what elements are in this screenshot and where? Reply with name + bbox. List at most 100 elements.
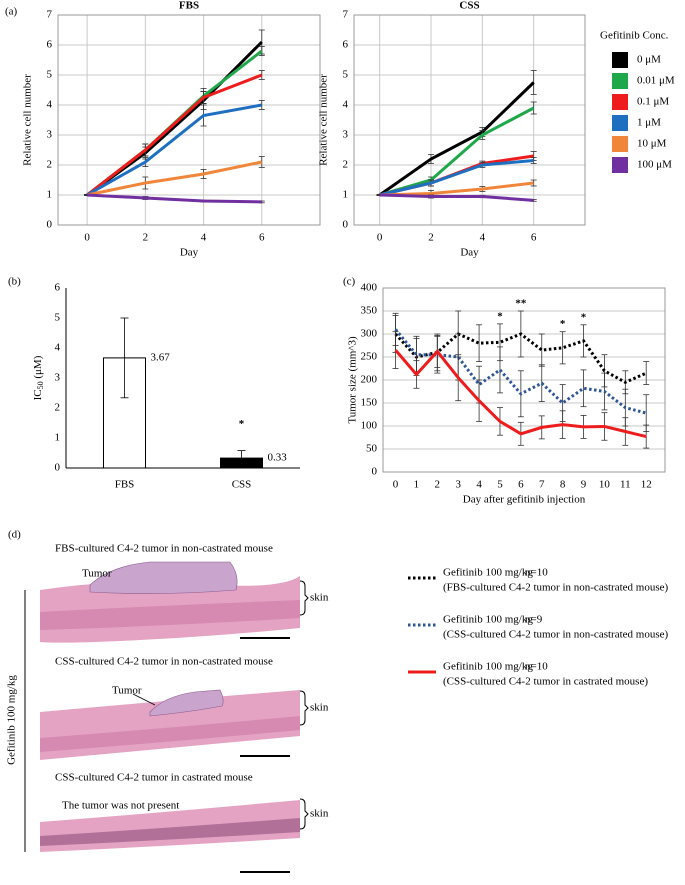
series-line (87, 193, 262, 204)
histology: Gefitinib 100 mg/kg FBS-cultured C4-2 tu… (6, 543, 329, 873)
series-line (86, 160, 263, 197)
legend-swatch (612, 52, 628, 68)
legend-description: (FBS-cultured C4-2 tumor in non-castrate… (443, 582, 668, 594)
significance-mark: * (560, 318, 566, 330)
y-tick-label: 1 (47, 189, 53, 201)
legend-entry: 0.01 μM (637, 75, 675, 87)
legend-entry: 0.1 μM (637, 96, 669, 108)
significance-mark: ** (515, 298, 527, 310)
chart-title: FBS (179, 0, 199, 12)
treatment-label: Gefitinib 100 mg/kg (6, 675, 18, 765)
y-tick-label: 0 (372, 466, 378, 478)
skin-bracket (299, 580, 309, 616)
x-axis-label: Day (460, 247, 479, 259)
x-tick-label: 9 (581, 479, 587, 491)
legend-entry: 1 μM (637, 117, 661, 129)
legend-entry: Gefitinib 100 mg/kg (443, 661, 533, 673)
y-tick-label: 4 (55, 342, 61, 354)
series-line (379, 193, 534, 202)
y-tick-label: 1 (55, 432, 61, 444)
error-bar (580, 369, 587, 408)
y-tick-label: 0 (55, 462, 61, 474)
x-tick-label: 2 (435, 479, 441, 491)
tumor-label: Tumor (82, 568, 112, 580)
x-tick-label: FBS (115, 479, 135, 491)
error-bar (120, 317, 129, 399)
section-title: FBS-cultured C4-2 tumor in non-castrated… (55, 543, 273, 555)
y-tick-label: 200 (361, 374, 378, 386)
y-tick-label: 0 (47, 219, 53, 231)
legend-swatch (612, 94, 628, 110)
x-tick-label: 5 (497, 479, 503, 491)
legend-entry: Gefitinib 100 mg/kg (443, 567, 533, 579)
legend-swatch (612, 157, 628, 173)
y-tick-label: 2 (47, 159, 53, 171)
value-label: 0.33 (268, 452, 288, 464)
y-label-part: (μM) (32, 355, 44, 381)
series-line (394, 328, 647, 415)
y-tick-label: 7 (343, 9, 349, 21)
y-tick-label: 7 (47, 9, 53, 21)
skin-bracket (299, 798, 309, 830)
error-bar (496, 346, 503, 394)
legend-entry: 100 μM (637, 159, 672, 171)
section-title: CSS-cultured C4-2 tumor in castrated mou… (55, 772, 253, 784)
y-tick-label: 4 (47, 99, 53, 111)
y-tick-label: 3 (47, 129, 53, 141)
y-tick-label: 6 (343, 39, 349, 51)
significance-mark: * (581, 311, 587, 323)
y-tick-label: 50 (366, 443, 378, 455)
tumor-tissue (149, 689, 224, 717)
y-tick-label: 3 (343, 129, 349, 141)
y-tick-label: 5 (47, 69, 53, 81)
legend-description: (CSS-cultured C4-2 tumor in non-castrate… (443, 629, 668, 641)
skin-label: skin (310, 702, 329, 714)
x-tick-label: 6 (259, 232, 265, 244)
x-tick-label: 4 (476, 479, 482, 491)
x-tick-label: 10 (599, 479, 611, 491)
y-tick-label: 350 (361, 305, 378, 317)
x-tick-label: 4 (480, 232, 486, 244)
absence-note: The tumor was not present (62, 800, 179, 812)
y-label-part: IC (32, 389, 44, 400)
x-tick-label: 3 (455, 479, 461, 491)
y-tick-label: 5 (55, 312, 61, 324)
y-tick-label: 4 (343, 99, 349, 111)
y-tick-label: 400 (361, 282, 378, 294)
x-tick-label: 0 (377, 232, 383, 244)
series-line (394, 349, 647, 439)
y-axis-label: Relative cell number (22, 74, 34, 166)
x-tick-label: 6 (531, 232, 537, 244)
x-tick-label: 0 (393, 479, 399, 491)
y-tick-label: 2 (343, 159, 349, 171)
panel-label: (a) (5, 6, 18, 18)
legend-count: n=9 (525, 614, 543, 626)
skin-label: skin (310, 592, 329, 604)
x-tick-label: 2 (428, 232, 434, 244)
x-tick-label: 4 (201, 232, 207, 244)
legend-count: n=10 (525, 567, 548, 579)
series-line (86, 73, 263, 197)
skin-bracket (299, 690, 309, 726)
value-label: 3.67 (151, 351, 171, 363)
x-tick-label: 6 (518, 479, 524, 491)
legend-title: Gefitinib Conc. (600, 30, 669, 42)
panel-label: (b) (8, 276, 21, 288)
series-line (378, 81, 535, 197)
skin-layer (40, 818, 300, 846)
series-line (379, 159, 534, 197)
y-label-part: 50 (36, 381, 45, 389)
x-tick-label: 11 (620, 479, 631, 491)
section-title: CSS-cultured C4-2 tumor in non-castrated… (55, 656, 273, 668)
legend-entry: 0 μM (637, 54, 661, 66)
error-bar (237, 450, 246, 467)
legend-count: n=10 (525, 661, 548, 673)
legend-description: (CSS-cultured C4-2 tumor in castrated mo… (443, 676, 648, 688)
plot-frame (382, 287, 666, 473)
plot-frame (57, 14, 321, 226)
legend-entry: 10 μM (637, 138, 667, 150)
significance-mark: * (497, 310, 503, 322)
x-tick-label: 7 (539, 479, 545, 491)
y-tick-label: 0 (343, 219, 349, 231)
